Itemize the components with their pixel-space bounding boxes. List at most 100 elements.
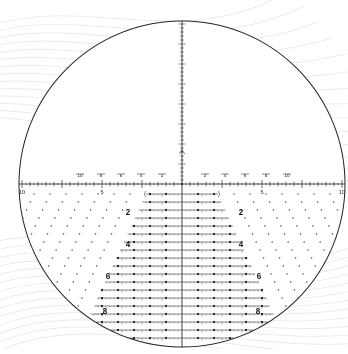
tree-hold-dot <box>132 248 136 252</box>
tree-label-right-4: 4 <box>239 240 244 249</box>
tree-bracket <box>143 190 147 198</box>
outer-dot <box>331 233 334 235</box>
h-label-inner-left-4: 4 <box>140 173 143 178</box>
outer-dot <box>249 193 251 195</box>
outer-dot <box>324 217 326 219</box>
outer-dot <box>13 305 15 307</box>
outer-dot <box>89 209 92 211</box>
outer-dot <box>71 249 73 251</box>
outer-dot <box>334 273 336 275</box>
outer-dot <box>287 241 290 243</box>
outer-dot <box>292 217 294 219</box>
tree-hold-dot <box>212 320 216 324</box>
tree-hold-dot <box>196 200 200 204</box>
tree-hold-dot <box>132 320 136 324</box>
outer-dot <box>259 249 261 251</box>
tree-hold-dot <box>196 264 200 268</box>
outer-dot <box>86 217 88 219</box>
tree-hold-dot <box>84 336 88 340</box>
tree-hold-dot <box>212 248 216 252</box>
outer-dot <box>88 281 91 283</box>
outer-dot <box>56 281 59 283</box>
outer-dot <box>39 249 41 251</box>
outer-dot <box>27 241 29 243</box>
tree-hold-dot <box>228 264 232 268</box>
outer-dot <box>107 241 109 243</box>
outer-dot <box>19 329 20 331</box>
tree-hold-dot <box>132 312 136 316</box>
tree-label-left-8: 8 <box>103 307 108 316</box>
tree-hold-dot <box>196 304 200 308</box>
tree-hold-dot <box>244 264 248 268</box>
outer-dot <box>11 241 13 243</box>
outer-dot <box>34 225 36 227</box>
outer-dot <box>57 209 60 211</box>
outer-dot <box>12 273 14 275</box>
outer-dot <box>29 305 32 307</box>
tree-hold-dot <box>212 208 216 212</box>
outer-dot <box>299 233 302 235</box>
tree-hold-dot <box>260 304 264 308</box>
outer-dot <box>289 281 292 283</box>
tree-hold-dot <box>100 328 104 332</box>
tree-hold-dot <box>148 312 152 316</box>
tree-hold-dot <box>132 296 136 300</box>
outer-dot <box>38 217 40 219</box>
tree-hold-dot <box>116 288 120 292</box>
tree-hold-dot <box>132 336 136 340</box>
tree-hold-dot <box>164 328 168 332</box>
tree-label-left-6: 6 <box>106 272 111 281</box>
outer-dot <box>81 193 83 195</box>
outer-dot <box>329 297 331 299</box>
tree-hold-dot <box>132 256 136 260</box>
tree-hold-dot <box>116 304 120 308</box>
outer-dot <box>262 257 265 259</box>
tree-hold-dot <box>228 288 232 292</box>
outer-dot <box>20 289 23 291</box>
outer-dot <box>328 225 330 227</box>
outer-dot <box>73 313 76 315</box>
outer-dot <box>36 289 39 291</box>
outer-dot <box>320 209 323 211</box>
tree-hold-dot <box>116 312 120 316</box>
outer-dot <box>316 201 319 203</box>
outer-dot <box>72 281 75 283</box>
outer-dot <box>332 201 335 203</box>
outer-dot <box>281 193 283 195</box>
outer-dot <box>328 329 330 331</box>
outer-dot <box>40 281 43 283</box>
outer-dot <box>298 265 301 267</box>
tree-hold-dot <box>196 328 200 332</box>
outer-dot <box>78 233 81 235</box>
tree-hold-dot <box>196 248 200 252</box>
outer-dot <box>60 273 62 275</box>
tree-hold-dot <box>196 224 200 228</box>
tree-hold-dot <box>196 240 200 244</box>
tree-hold-dot <box>164 272 168 276</box>
outer-dot <box>276 217 278 219</box>
outer-dot <box>282 265 285 267</box>
outer-dot <box>73 209 76 211</box>
outer-dot <box>277 289 280 291</box>
outer-dot <box>33 297 35 299</box>
tree-hold-dot <box>228 240 232 244</box>
outer-dot <box>244 217 246 219</box>
tree-hold-dot <box>164 320 168 324</box>
tree-hold-dot <box>276 328 280 332</box>
tree-hold-dot <box>196 272 200 276</box>
outer-dot <box>103 249 105 251</box>
tree-hold-dot <box>116 272 120 276</box>
outer-dot <box>109 201 112 203</box>
outer-dot <box>336 209 339 211</box>
tree-hold-dot <box>100 320 104 324</box>
outer-dot <box>278 257 281 259</box>
outer-dot <box>324 321 327 323</box>
tree-hold-dot <box>132 288 136 292</box>
tree-hold-dot <box>132 328 136 332</box>
outer-dot <box>94 233 97 235</box>
tree-hold-dot <box>164 312 168 316</box>
outer-dot <box>268 201 271 203</box>
outer-dot <box>14 201 16 203</box>
tree-hold-dot <box>148 304 152 308</box>
h-label-inner-left-6: 6 <box>120 173 123 178</box>
